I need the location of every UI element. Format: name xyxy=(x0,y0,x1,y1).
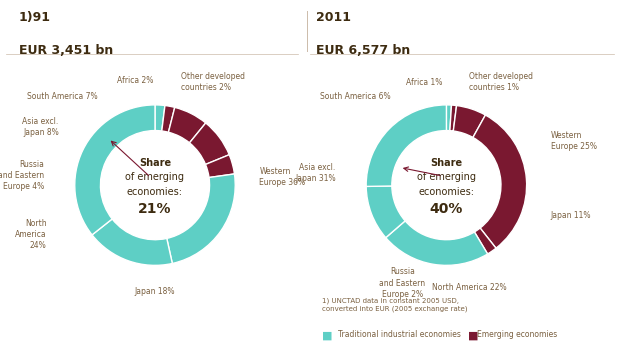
Text: EUR 6,577 bn: EUR 6,577 bn xyxy=(316,44,410,57)
Wedge shape xyxy=(366,186,405,238)
Wedge shape xyxy=(169,107,206,143)
Text: Japan 11%: Japan 11% xyxy=(551,211,591,220)
Wedge shape xyxy=(446,105,451,131)
Wedge shape xyxy=(190,123,229,164)
Text: Other developed
countries 2%: Other developed countries 2% xyxy=(180,72,245,93)
Text: Africa 1%: Africa 1% xyxy=(406,78,443,87)
Text: economies:: economies: xyxy=(418,187,474,196)
Text: Traditional industrial economies: Traditional industrial economies xyxy=(338,330,461,339)
Text: ■: ■ xyxy=(322,330,333,340)
Text: economies:: economies: xyxy=(127,187,183,196)
Wedge shape xyxy=(162,106,175,132)
Wedge shape xyxy=(450,105,456,131)
Wedge shape xyxy=(474,228,496,254)
Text: 2011: 2011 xyxy=(316,11,351,24)
Text: South America 7%: South America 7% xyxy=(27,92,97,101)
Text: EUR 3,451 bn: EUR 3,451 bn xyxy=(19,44,113,57)
Text: Japan 18%: Japan 18% xyxy=(135,286,175,295)
Wedge shape xyxy=(167,174,235,264)
Wedge shape xyxy=(453,106,485,138)
Wedge shape xyxy=(92,219,172,265)
Text: Russia
and Eastern
Europe 2%: Russia and Eastern Europe 2% xyxy=(379,268,425,299)
Wedge shape xyxy=(205,155,234,178)
Wedge shape xyxy=(366,105,446,187)
Wedge shape xyxy=(75,105,155,235)
Text: North
America
24%: North America 24% xyxy=(15,219,46,250)
Text: Africa 2%: Africa 2% xyxy=(117,76,153,85)
Text: Share: Share xyxy=(139,158,171,168)
Wedge shape xyxy=(473,115,526,248)
Text: of emerging: of emerging xyxy=(417,172,476,182)
Text: Russia
and Eastern
Europe 4%: Russia and Eastern Europe 4% xyxy=(0,160,44,191)
Text: North America 22%: North America 22% xyxy=(432,284,506,292)
Text: Western
Europe 36%: Western Europe 36% xyxy=(259,167,306,187)
Text: Share: Share xyxy=(430,158,463,168)
Text: 1)91: 1)91 xyxy=(19,11,51,24)
Text: Asia excl.
Japan 31%: Asia excl. Japan 31% xyxy=(295,163,335,183)
Text: South America 6%: South America 6% xyxy=(320,92,390,101)
Wedge shape xyxy=(155,105,165,131)
Text: Emerging economies: Emerging economies xyxy=(477,330,557,339)
Text: Asia excl.
Japan 8%: Asia excl. Japan 8% xyxy=(22,117,59,138)
Text: Western
Europe 25%: Western Europe 25% xyxy=(551,131,596,151)
Text: 21%: 21% xyxy=(138,202,172,216)
Text: ■: ■ xyxy=(468,330,479,340)
Text: of emerging: of emerging xyxy=(125,172,185,182)
Text: 1) UNCTAD data in constant 2005 USD,
converted into EUR (2005 exchange rate): 1) UNCTAD data in constant 2005 USD, con… xyxy=(322,298,468,312)
Text: Other developed
countries 1%: Other developed countries 1% xyxy=(469,72,533,93)
Wedge shape xyxy=(386,221,487,265)
Text: 40%: 40% xyxy=(430,202,463,216)
